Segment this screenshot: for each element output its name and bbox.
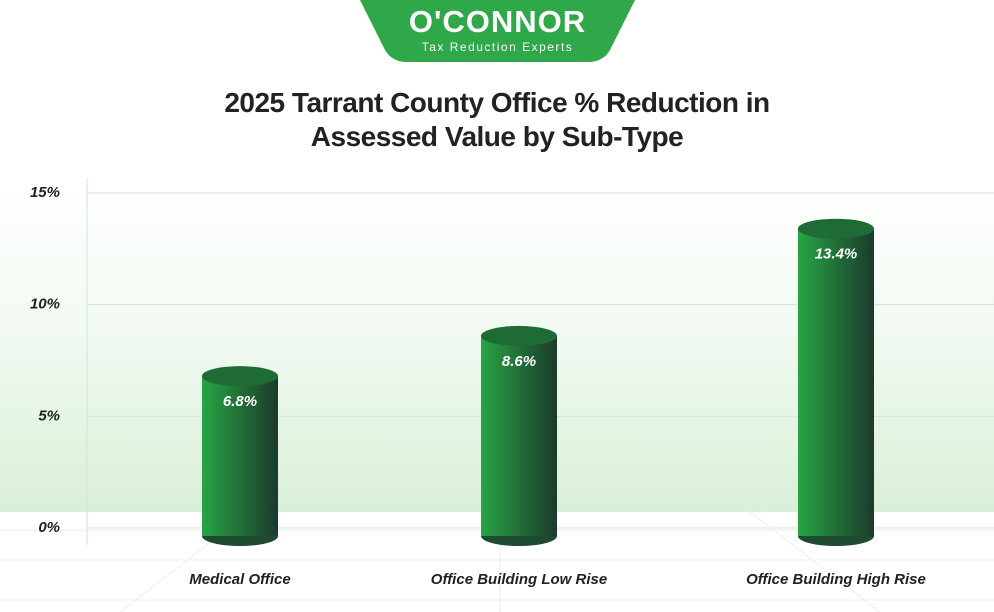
- logo-name: O'CONNOR: [408, 4, 587, 39]
- bar-cap: [481, 325, 557, 346]
- y-tick-label: 10%: [30, 296, 60, 313]
- value-label: 13.4%: [815, 246, 858, 263]
- bar: [798, 228, 874, 536]
- x-tick-label: Medical Office: [189, 571, 290, 588]
- chart-title: 2025 Tarrant County Office % Reduction i…: [224, 87, 770, 152]
- bar-cap: [798, 218, 874, 239]
- y-tick-label: 0%: [38, 519, 60, 536]
- value-label: 6.8%: [223, 393, 257, 410]
- bar: [202, 376, 278, 536]
- bar: [481, 335, 557, 536]
- logo-badge: [360, 0, 635, 62]
- y-tick-label: 5%: [38, 407, 60, 424]
- bar-cap: [202, 366, 278, 387]
- logo-tagline: Tax Reduction Experts: [421, 40, 574, 54]
- x-tick-label: Office Building Low Rise: [431, 571, 607, 588]
- y-tick-label: 15%: [30, 184, 60, 201]
- x-tick-label: Office Building High Rise: [746, 571, 926, 588]
- value-label: 8.6%: [502, 353, 536, 370]
